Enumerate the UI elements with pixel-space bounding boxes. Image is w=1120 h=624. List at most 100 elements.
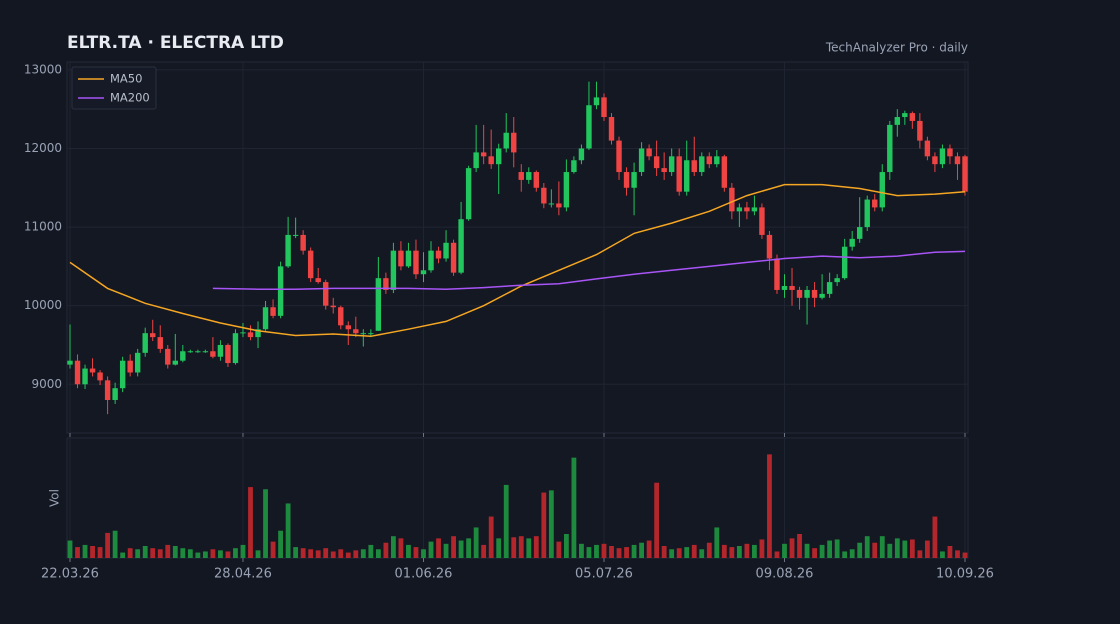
candle-body [563, 172, 570, 208]
volume-bar [488, 516, 494, 558]
volume-bar [248, 487, 253, 558]
volume-bar [353, 550, 359, 558]
volume-bar [255, 550, 261, 558]
candle-body [480, 152, 487, 157]
volume-bar [413, 547, 419, 558]
candle-body [157, 337, 163, 349]
volume-bar [955, 550, 960, 558]
candle-body [714, 156, 720, 165]
volume-bar [714, 527, 720, 558]
candle-body [729, 187, 735, 212]
volume-bar [533, 536, 539, 558]
volume-bar [706, 542, 712, 558]
volume-bar [496, 538, 502, 558]
candle-body [262, 307, 269, 330]
candle-body [142, 333, 148, 353]
volume-bar [187, 549, 193, 558]
candle-body [834, 278, 840, 283]
candle-body [112, 388, 118, 400]
candle-body [556, 203, 562, 208]
volume-bar [375, 549, 381, 558]
volume-bar [601, 543, 607, 558]
volume-bar [233, 548, 238, 558]
volume-bar [421, 549, 426, 558]
candle-body [443, 242, 449, 259]
volume-bar [947, 546, 953, 558]
candle-body [526, 172, 532, 180]
volume-bar [360, 549, 366, 558]
x-tick-label: 28.04.26 [214, 567, 272, 582]
volume-bar [345, 552, 351, 558]
legend-label: MA50 [110, 72, 142, 86]
volume-bar [767, 454, 772, 558]
candle-body [593, 97, 600, 106]
volume-bar [383, 542, 389, 558]
candle-body [541, 187, 547, 204]
y-tick-label: 13000 [24, 62, 62, 76]
volume-bar [278, 530, 283, 558]
volume-bar [135, 549, 141, 558]
x-tick-label: 22.03.26 [41, 567, 99, 582]
candle-body [134, 352, 141, 373]
volume-bar [774, 551, 780, 558]
volume-bar [285, 503, 291, 558]
volume-bar [180, 548, 186, 558]
volume-bar [541, 492, 547, 558]
volume-bar [428, 541, 434, 558]
candle-body [879, 172, 885, 208]
volume-bar [571, 457, 577, 558]
volume-bar [406, 544, 411, 558]
candle-body [292, 234, 299, 236]
x-tick-label: 10.09.26 [936, 567, 994, 582]
candle-body [353, 329, 359, 334]
volume-bar [691, 544, 697, 558]
candle-body [67, 360, 73, 365]
candle-body [172, 360, 179, 365]
candle-body [345, 325, 351, 330]
volume-bar [842, 551, 848, 558]
candle-body [323, 282, 329, 306]
volume-bar [172, 546, 178, 558]
volume-bar [887, 543, 893, 558]
volume-bar [436, 538, 441, 558]
candle-body [247, 332, 254, 338]
volume-bar [624, 547, 629, 558]
volume-bar [511, 537, 517, 558]
volume-bar [142, 546, 148, 558]
volume-bar [225, 551, 231, 558]
chart-title: ELTR.TA · ELECTRA LTD [67, 33, 284, 53]
volume-bar [864, 536, 870, 558]
candle-body [939, 148, 946, 165]
candle-body [375, 278, 382, 331]
volume-bar [879, 536, 885, 558]
candle-body [947, 148, 953, 157]
subtitle: TechAnalyzer Pro · daily [825, 41, 968, 55]
volume-bar [782, 543, 787, 558]
candle-body [202, 351, 209, 353]
candle-body [495, 148, 502, 165]
candle-body [676, 156, 682, 192]
candle-body [766, 234, 773, 259]
candle-body [691, 160, 697, 173]
volume-bar [962, 552, 968, 558]
volume-bar [894, 538, 900, 558]
candle-body [285, 234, 291, 267]
candle-body [894, 117, 901, 125]
candle-body [503, 132, 509, 149]
volume-bar [330, 551, 336, 558]
candle-body [232, 333, 239, 364]
candle-body [119, 360, 126, 389]
candle-body [578, 148, 585, 161]
candle-body [646, 148, 652, 157]
candle-body [187, 351, 194, 353]
candle-body [902, 113, 908, 118]
candle-body [450, 242, 457, 273]
candle-body [917, 120, 923, 141]
ma-line [212, 250, 966, 290]
candle-body [315, 278, 321, 283]
volume-bar [473, 527, 479, 558]
candle-body [225, 344, 231, 364]
legend-label: MA200 [110, 91, 150, 105]
volume-bar [639, 542, 645, 558]
volume-bar [804, 543, 810, 558]
